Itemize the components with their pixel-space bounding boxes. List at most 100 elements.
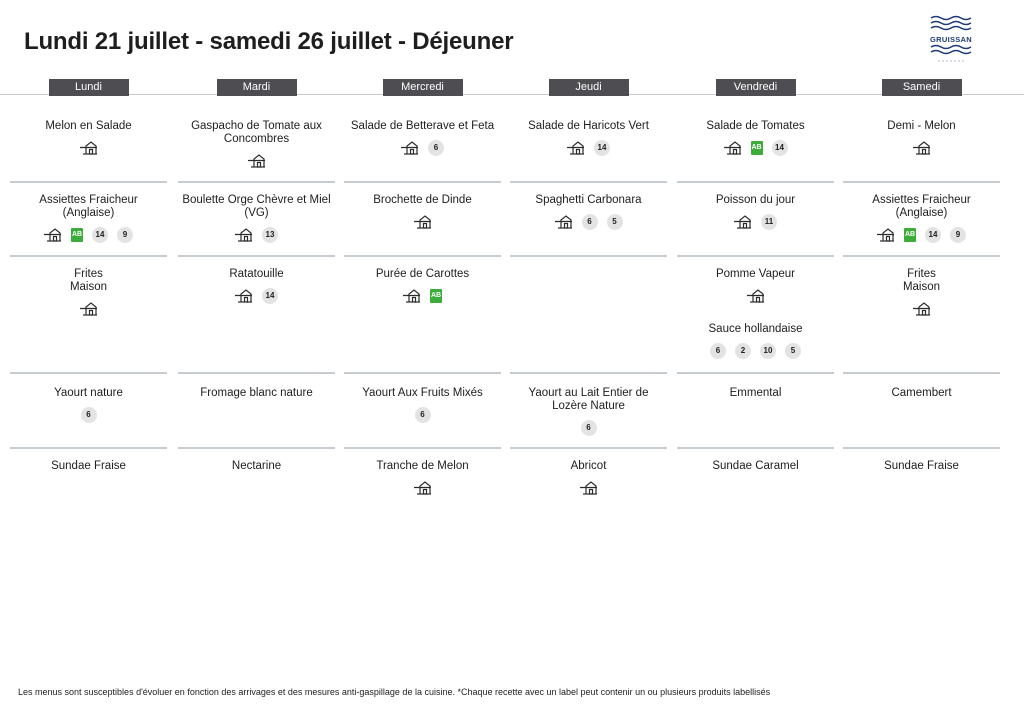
allergen-badge: 10	[760, 342, 776, 359]
dish-name: Frites Maison	[69, 268, 108, 293]
dish-name: Boulette Orge Chèvre et Miel (VG)	[182, 194, 331, 219]
menu-item: Yaourt au Lait Entier de Lozère Nature 6	[510, 387, 667, 449]
dish-name: Fromage blanc nature	[200, 387, 313, 399]
menu-item: Purée de Carottes AB	[344, 268, 501, 374]
menu-item: Sundae Caramel	[677, 460, 834, 510]
day-column-jeudi: Jeudi Salade de Haricots Vert 14 Spaghetti …	[510, 79, 667, 495]
allergen-badge: 14	[262, 287, 278, 304]
menu-item: Nectarine	[178, 460, 335, 510]
menu-item: Salade de Betterave et Feta 6	[344, 120, 501, 183]
day-header: Lundi	[48, 79, 129, 96]
menu-item: Demi - Melon	[843, 120, 1000, 183]
menu-item: Emmental	[677, 387, 834, 449]
allergen-badge: 6	[428, 139, 444, 156]
dish-labels	[677, 287, 834, 304]
fait-maison-icon	[235, 289, 252, 303]
fait-maison-icon	[567, 141, 584, 155]
dish-labels: AB	[344, 287, 501, 304]
menu-item: Frites Maison	[843, 268, 1000, 374]
dish-name: Tranche de Melon	[376, 460, 469, 472]
allergen-badge: 11	[761, 213, 777, 230]
menu-item: Spaghetti Carbonara 6 5	[510, 194, 667, 257]
dish-name: Yaourt nature	[54, 387, 123, 399]
page-title: Lundi 21 juillet - samedi 26 juillet - D…	[24, 28, 514, 55]
dish-name: Purée de Carottes	[375, 268, 470, 280]
bio-label-icon: AB	[71, 227, 83, 242]
day-header: Mercredi	[382, 79, 463, 96]
waves-icon	[930, 15, 972, 62]
gruissan-logo: GRUISSAN	[928, 14, 974, 64]
menu-item: Camembert	[843, 387, 1000, 449]
fait-maison-icon	[912, 302, 930, 316]
fait-maison-icon	[79, 141, 97, 155]
menu-item: Tranche de Melon	[344, 460, 501, 510]
fait-maison-icon	[723, 141, 741, 155]
fait-maison-icon	[413, 481, 431, 495]
dish-labels	[10, 139, 167, 156]
dish-labels: 6	[344, 406, 501, 423]
fait-maison-icon	[746, 289, 764, 303]
dish-labels: 11	[677, 213, 834, 230]
allergen-badge: 9	[117, 226, 133, 243]
fait-maison-icon	[79, 302, 97, 316]
dish-labels	[843, 139, 1000, 156]
dish-name: Salade de Tomates	[706, 120, 805, 132]
dish-name: Gaspacho de Tomate aux Concombres	[191, 120, 322, 145]
day-header: Mardi	[216, 79, 297, 96]
dish-name: Poisson du jour	[715, 194, 796, 206]
dish-labels: 13	[178, 226, 335, 243]
day-column-samedi: Samedi Demi - Melon Assiettes Fraicheur (A…	[843, 79, 1000, 472]
day-header: Vendredi	[715, 79, 796, 96]
allergen-badge: 5	[785, 342, 801, 359]
allergen-badge: 9	[950, 226, 966, 243]
menu-item: Sundae Fraise	[843, 460, 1000, 510]
bio-label-mark: AB	[430, 292, 442, 299]
dish-labels: AB 14 9	[843, 226, 1000, 243]
fait-maison-icon	[912, 141, 930, 155]
dish-labels	[843, 300, 1000, 317]
day-header: Jeudi	[548, 79, 629, 96]
dish-labels: 14	[178, 287, 335, 304]
dish-name: Emmental	[729, 387, 782, 399]
allergen-badge: 2	[735, 342, 751, 359]
menu-item: Brochette de Dinde	[344, 194, 501, 257]
fait-maison-icon	[401, 141, 418, 155]
allergen-badge: 6	[80, 406, 97, 423]
dish-name: Yaourt Aux Fruits Mixés	[362, 387, 483, 399]
allergen-badge: 5	[606, 213, 623, 230]
fait-maison-icon	[235, 228, 252, 242]
fait-maison-icon	[247, 154, 265, 168]
dish-name: Salade de Haricots Vert	[528, 120, 649, 132]
day-column-lundi: Lundi Melon en Salade Assiettes Fraicheur …	[10, 79, 167, 472]
dish-name: Yaourt au Lait Entier de Lozère Nature	[528, 387, 649, 412]
menu-item: Melon en Salade	[10, 120, 167, 183]
menu-item: Salade de Tomates AB 14	[677, 120, 834, 183]
allergen-badge: 14	[92, 226, 108, 243]
bio-label-icon: AB	[430, 288, 442, 303]
dish-name: Assiettes Fraicheur (Anglaise)	[872, 194, 971, 219]
allergen-badge: 6	[580, 419, 597, 436]
dish-name: Frites Maison	[902, 268, 941, 293]
header-divider	[0, 94, 1024, 95]
dish-name: Sundae Fraise	[884, 460, 959, 472]
dish-name: Spaghetti Carbonara	[535, 194, 642, 206]
fait-maison-icon	[44, 228, 61, 242]
dish-labels: 6	[510, 419, 667, 436]
fait-maison-icon	[413, 215, 431, 229]
allergen-badge: 13	[262, 226, 278, 243]
menu-item: Yaourt Aux Fruits Mixés 6	[344, 387, 501, 449]
bio-label-mark: AB	[751, 144, 762, 151]
menu-item: Abricot	[510, 460, 667, 510]
dish-labels: 14	[510, 139, 667, 156]
bio-label-mark: AB	[904, 231, 916, 238]
dish-labels	[178, 152, 335, 169]
dish-name: Sundae Caramel	[712, 460, 799, 472]
dish-name: Sundae Fraise	[51, 460, 126, 472]
logo-text: GRUISSAN	[930, 35, 972, 44]
menu-item: Assiettes Fraicheur (Anglaise) AB 14 9	[843, 194, 1000, 257]
bio-label-icon: AB	[904, 227, 916, 242]
bio-label-icon: AB	[750, 140, 763, 155]
menu-item: Pomme Vapeur Sauce hollandaise 6 2 10 5	[677, 268, 834, 374]
dish-name: Brochette de Dinde	[373, 194, 472, 206]
